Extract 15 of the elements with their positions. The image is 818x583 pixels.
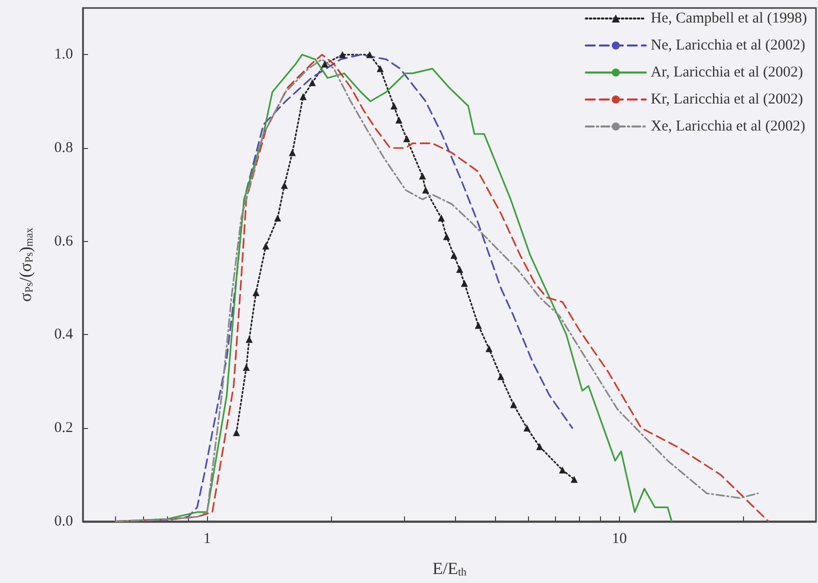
legend-label: Kr, Laricchia et al (2002)	[650, 92, 804, 108]
legend-label: Ne, Laricchia et al (2002)	[650, 38, 806, 54]
legend-label: He, Campbell et al (1998)	[650, 10, 808, 26]
y-tick-label: 0.6	[54, 233, 74, 250]
x-tick-label: 10	[612, 530, 627, 547]
y-tick-label: 0.4	[54, 326, 74, 343]
y-tick-label: 0.8	[54, 140, 73, 156]
legend-label: Xe, Laricchia et al (2002)	[650, 118, 806, 134]
x-tick-label: 1	[203, 530, 211, 547]
y-tick-label: 0.2	[54, 420, 73, 436]
y-tick-label: 1.0	[54, 46, 73, 63]
y-axis-title: σPs/(σPs)max	[16, 227, 36, 302]
y-tick-label: 0.0	[54, 513, 73, 530]
legend-label: Ar, Laricchia et al (2002)	[650, 64, 804, 80]
x-axis-title: E/Eth	[432, 559, 468, 578]
